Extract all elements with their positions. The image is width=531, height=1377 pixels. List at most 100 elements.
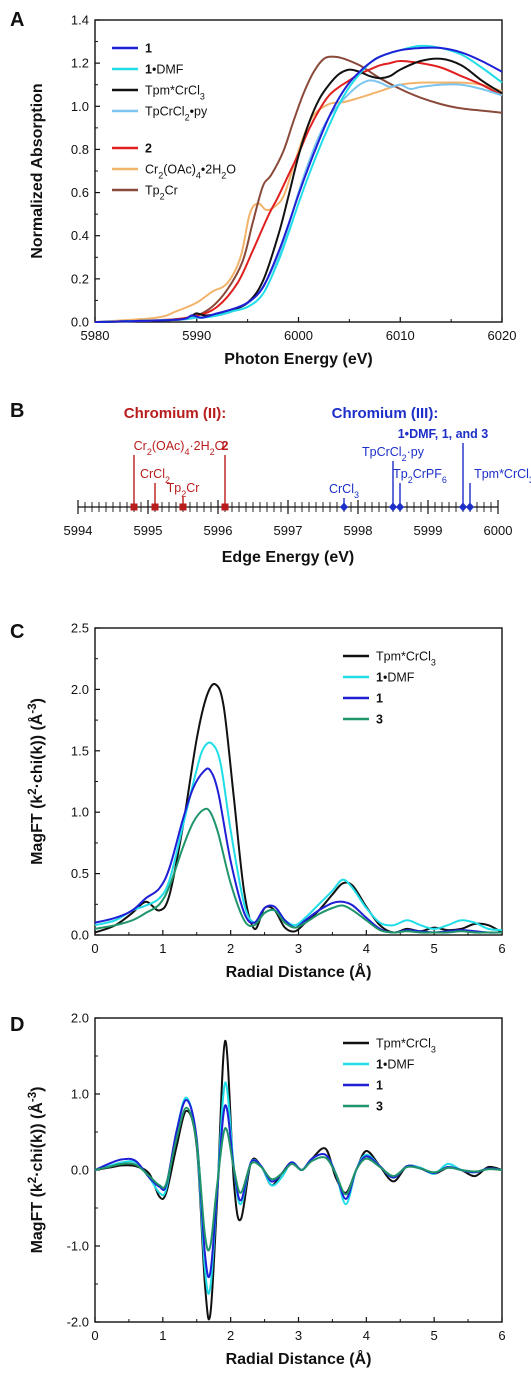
x-tick-label: 6 xyxy=(498,941,505,956)
x-tick-label: 6020 xyxy=(488,328,517,343)
edge-marker xyxy=(340,502,348,512)
x-tick-label: 4 xyxy=(363,1328,370,1343)
x-tick-label: 2 xyxy=(227,1328,234,1343)
series-line-2 xyxy=(94,741,503,932)
y-tick-label: 0.0 xyxy=(71,315,89,330)
panel-d: 0 1 2 3 4 5 6 -2.0 -1.0 0.0 1.0 2.0 Radial Distance … xyxy=(10,1011,506,1369)
x-tick-label: 5 xyxy=(431,941,438,956)
edge-marker xyxy=(466,502,474,512)
series-line-4 xyxy=(94,1106,503,1252)
x-tick-label: 6010 xyxy=(386,328,415,343)
x-tick-label: 5990 xyxy=(182,328,211,343)
legend-label: 1 xyxy=(376,692,383,706)
edge-marker xyxy=(130,503,138,511)
x-tick-label: 4 xyxy=(363,941,370,956)
edge-marker-label: Tp2CrPF6 xyxy=(393,467,447,485)
edge-marker xyxy=(179,503,187,511)
legend-label: 1•DMF xyxy=(145,63,184,77)
edge-marker xyxy=(459,502,467,512)
plot-frame xyxy=(94,627,503,936)
x-tick-label: 2 xyxy=(227,941,234,956)
legend-label: TpCrCl2•py xyxy=(145,105,208,123)
edge-marker-label: Tpm*CrCl3 xyxy=(474,467,531,485)
y-tick-label: 0.0 xyxy=(71,1163,89,1178)
series-line-1 xyxy=(94,46,503,323)
x-tick-label: 5998 xyxy=(344,523,373,538)
edge-marker-label: 1•DMF, 1, and 3 xyxy=(398,427,489,441)
series-line-7 xyxy=(94,55,503,323)
edge-marker-label: TpCrCl2·py xyxy=(362,445,425,463)
x-tick-label: 5994 xyxy=(64,523,93,538)
series-line-2 xyxy=(94,44,503,323)
x-tick-label: 5999 xyxy=(414,523,443,538)
legend-label: 1•DMF xyxy=(376,671,415,685)
legend-label: 3 xyxy=(376,1100,383,1114)
legend-label: 1 xyxy=(145,42,152,56)
y-tick-label: 1.2 xyxy=(71,56,89,71)
x-tick-label: 0 xyxy=(91,1328,98,1343)
y-tick-label: -2.0 xyxy=(67,1315,89,1330)
y-tick-label: 0.6 xyxy=(71,185,89,200)
x-axis-title: Edge Energy (eV) xyxy=(222,549,354,566)
series-line-2 xyxy=(94,1081,503,1295)
panel-letter: D xyxy=(10,1014,24,1036)
x-tick-label: 5980 xyxy=(81,328,110,343)
legend-label: Tp2Cr xyxy=(145,184,178,202)
legend-label: Tpm*CrCl3 xyxy=(145,84,205,102)
edge-marker-label: Cr2(OAc)4·2H2O xyxy=(134,439,225,457)
edge-marker-label: Tp2Cr xyxy=(167,481,200,499)
edge-marker-label: CrCl2 xyxy=(140,467,170,485)
x-tick-label: 5 xyxy=(431,1328,438,1343)
x-tick-label: 3 xyxy=(295,941,302,956)
panel-letter: A xyxy=(10,9,24,31)
legend-label: Cr2(OAc)4•2H2O xyxy=(145,163,236,181)
y-axis-title: Normalized Absorption xyxy=(29,83,46,258)
series-line-3 xyxy=(94,57,503,323)
x-axis-title: Photon Energy (eV) xyxy=(224,351,372,368)
x-tick-label: 5996 xyxy=(204,523,233,538)
series-line-4 xyxy=(94,807,502,934)
edge-marker-label: 2 xyxy=(222,439,229,453)
y-axis-title: MagFT (k2·chi(k)) (Å-3) xyxy=(27,1087,46,1254)
y-tick-label: -1.0 xyxy=(67,1239,89,1254)
x-tick-label: 1 xyxy=(159,1328,166,1343)
y-tick-label: 2.0 xyxy=(71,682,89,697)
y-tick-label: 0.5 xyxy=(71,866,89,881)
legend-label: 1•DMF xyxy=(376,1058,415,1072)
group-title: Chromium (II): xyxy=(124,405,227,422)
legend-label: Tpm*CrCl3 xyxy=(376,1037,436,1055)
edge-marker xyxy=(389,502,397,512)
y-tick-label: 1.0 xyxy=(71,805,89,820)
x-tick-label: 6000 xyxy=(284,328,313,343)
panel-letter: B xyxy=(10,400,24,422)
edge-marker xyxy=(221,503,229,511)
y-tick-label: 0.2 xyxy=(71,271,89,286)
y-tick-label: 1.0 xyxy=(71,1087,89,1102)
x-tick-label: 6 xyxy=(498,1328,505,1343)
y-axis-title: MagFT (k2·chi(k)) (Å-3) xyxy=(27,698,46,865)
panel-b: B Chromium (II): Chromium (III): 5994 5995 59… xyxy=(10,400,531,566)
legend-label: Tpm*CrCl3 xyxy=(376,650,436,668)
legend-label: 2 xyxy=(145,142,152,156)
edge-marker xyxy=(151,503,159,511)
x-axis-title: Radial Distance (Å) xyxy=(226,1349,372,1368)
legend-label: 3 xyxy=(376,713,383,727)
x-tick-label: 1 xyxy=(159,941,166,956)
series-line-1 xyxy=(94,683,503,934)
x-tick-label: 3 xyxy=(295,1328,302,1343)
x-tick-label: 0 xyxy=(91,941,98,956)
edge-marker-label: CrCl3 xyxy=(329,482,359,500)
y-tick-label: 0.8 xyxy=(71,142,89,157)
y-tick-label: 2.5 xyxy=(71,621,89,636)
y-tick-label: 2.0 xyxy=(71,1011,89,1026)
series-line-5 xyxy=(94,60,503,323)
y-tick-label: 0.4 xyxy=(71,228,89,243)
legend-label: 1 xyxy=(376,1079,383,1093)
x-tick-label: 6000 xyxy=(484,523,513,538)
panel-letter: C xyxy=(10,621,24,643)
panel-c: 0 1 2 3 4 5 6 0.0 0.5 1.0 1.5 2.0 2.5 Radial Distance… xyxy=(10,621,506,982)
x-axis-title: Radial Distance (Å) xyxy=(226,962,372,981)
y-tick-label: 0.0 xyxy=(71,928,89,943)
x-tick-label: 5995 xyxy=(134,523,163,538)
